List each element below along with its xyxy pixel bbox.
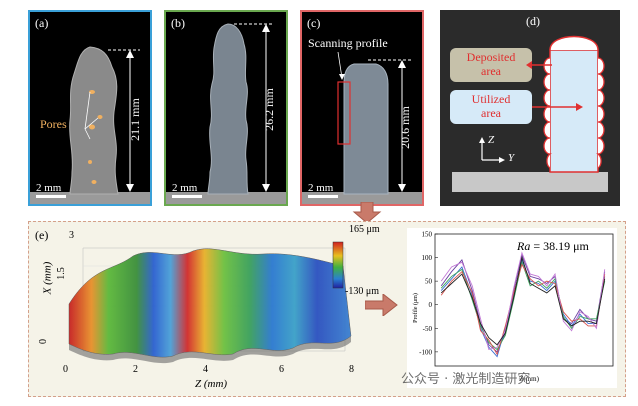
profile-x-axis-label: Z(mm) <box>519 375 539 383</box>
surface-x-tick: 0 <box>63 364 68 375</box>
panel-a: (a) Pores 21.1 mm 2 mm <box>28 10 152 206</box>
surface-3d-plot <box>68 241 352 364</box>
profile-y-tick-label: 50 <box>425 278 433 286</box>
panel-a-label: (a) <box>35 16 49 30</box>
panel-e-label: (e) <box>35 228 49 242</box>
scale-bar-c: 2 mm <box>308 182 338 198</box>
ra-label: Ra <box>516 239 530 253</box>
down-arrow-icon <box>352 202 382 224</box>
surface-y-tick: 3 <box>69 230 74 241</box>
profile-y-tick-label: 0 <box>429 301 433 309</box>
height-label-b: 26.2 mm <box>261 88 276 131</box>
panel-b-label: (b) <box>171 16 185 30</box>
profile-line-chart: -100 -50 0 50 100 150 Profile (μm) Z(mm) Ra =… <box>407 228 617 388</box>
deposit-photo-a <box>30 46 150 204</box>
surface-x-tick: 8 <box>349 364 354 375</box>
scale-label-b: 2 mm <box>172 182 198 194</box>
profile-series-line-3 <box>440 260 606 351</box>
surface-x-tick: 2 <box>133 364 138 375</box>
panel-c-label: (c) <box>307 16 321 30</box>
scale-bar-b: 2 mm <box>172 182 202 198</box>
surface-y-axis-label: X (mm) <box>41 261 54 295</box>
surface-x-tick: 6 <box>279 364 284 375</box>
profile-y-tick-label: 150 <box>422 231 433 239</box>
height-label-c: 20.6 mm <box>397 106 412 149</box>
schematic-d <box>450 35 608 192</box>
profile-series-line-6 <box>440 255 606 346</box>
deposited-area-label: Deposited area <box>466 50 516 78</box>
scale-label-c: 2 mm <box>308 182 334 194</box>
colorbar-max-label: 165 μm <box>349 224 380 235</box>
surface-y-tick: 0 <box>38 339 49 344</box>
panel-d: (d) Deposited area Utilized area Z Y <box>440 10 620 206</box>
panel-e: (e) <box>28 221 626 397</box>
profile-y-axis-label: Profile (μm) <box>412 293 419 323</box>
scale-bar-a: 2 mm <box>36 182 66 198</box>
right-arrow-icon <box>365 294 398 316</box>
scale-label-a: 2 mm <box>36 182 62 194</box>
surface-x-axis-label: Z (mm) <box>195 378 228 390</box>
panel-d-label: (d) <box>526 14 540 28</box>
surface-x-tick-labels: 0 2 4 6 8 <box>63 364 363 376</box>
profile-series-line-1 <box>440 253 606 353</box>
colorbar <box>332 241 344 289</box>
pores-label: Pores <box>40 117 67 131</box>
profile-y-tick-label: 100 <box>422 254 433 262</box>
panel-b: (b) 26.2 mm 2 mm <box>164 10 288 206</box>
profile-y-tick-label: -100 <box>419 348 432 356</box>
axis-y-label: Y <box>508 152 515 164</box>
axis-z-label: Z <box>488 134 495 146</box>
height-label-a: 21.1 mm <box>127 98 142 141</box>
surface-y-tick: 1.5 <box>55 267 67 280</box>
panel-c: (c) Scanning profile 20.6 mm 2 mm <box>300 10 424 206</box>
surface-y-tick-labels: 3 1.5 0 <box>35 230 74 350</box>
utilized-area-label: Utilized area <box>471 92 511 120</box>
watermark: 公众号 · 激光制造研究 <box>401 372 531 387</box>
profile-y-tick-label: -50 <box>423 325 433 333</box>
profile-series-line-5 <box>440 251 606 351</box>
surface-x-tick: 4 <box>203 364 208 375</box>
ra-annotation: Ra = 38.19 μm <box>516 239 590 253</box>
ra-value: = 38.19 μm <box>530 239 589 253</box>
scanning-profile-label: Scanning profile <box>308 36 388 50</box>
deposit-photo-c <box>302 51 422 204</box>
plot-area <box>434 233 614 367</box>
colorbar-min-label: -130 μm <box>345 286 379 297</box>
